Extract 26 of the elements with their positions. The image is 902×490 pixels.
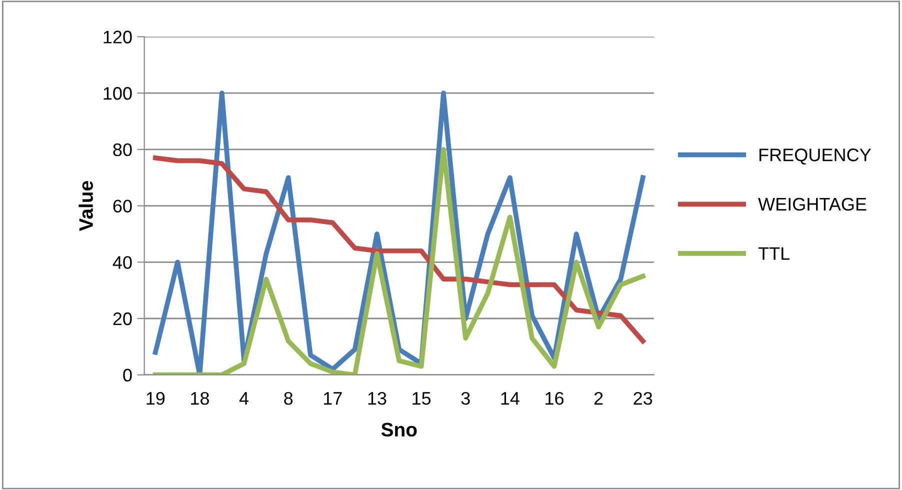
y-tick-label: 60 (113, 200, 132, 213)
x-tick-label: 17 (324, 392, 342, 405)
x-tick-label: 4 (239, 392, 249, 405)
x-tick-label: 3 (461, 392, 470, 405)
line-series (152, 147, 646, 375)
line-series (152, 155, 646, 344)
x-tick-label: 15 (412, 392, 431, 405)
x-tick-label: 8 (284, 392, 293, 405)
y-tick-label: 80 (113, 143, 132, 156)
x-tick-label: 16 (546, 392, 564, 405)
legend-label: TTL (758, 247, 790, 260)
y-tick-label: 100 (104, 87, 132, 100)
y-tick-label: 0 (123, 368, 132, 382)
x-tick-label: 19 (146, 392, 165, 405)
y-tick-label: 20 (113, 312, 132, 326)
x-axis-title: Sno (381, 422, 417, 437)
legend-label: FREQUENCY (760, 148, 871, 165)
y-tick-label: 120 (104, 30, 132, 44)
x-tick-label: 23 (634, 392, 652, 405)
y-axis-title: Value (78, 181, 93, 232)
legend-label: WEIGHTAGE (758, 198, 866, 211)
x-tick-label: 2 (594, 392, 603, 405)
x-tick-label: 14 (501, 392, 520, 405)
x-tick-label: 18 (191, 392, 209, 405)
y-tick-label: 40 (112, 256, 132, 269)
x-tick-label: 13 (368, 392, 386, 405)
